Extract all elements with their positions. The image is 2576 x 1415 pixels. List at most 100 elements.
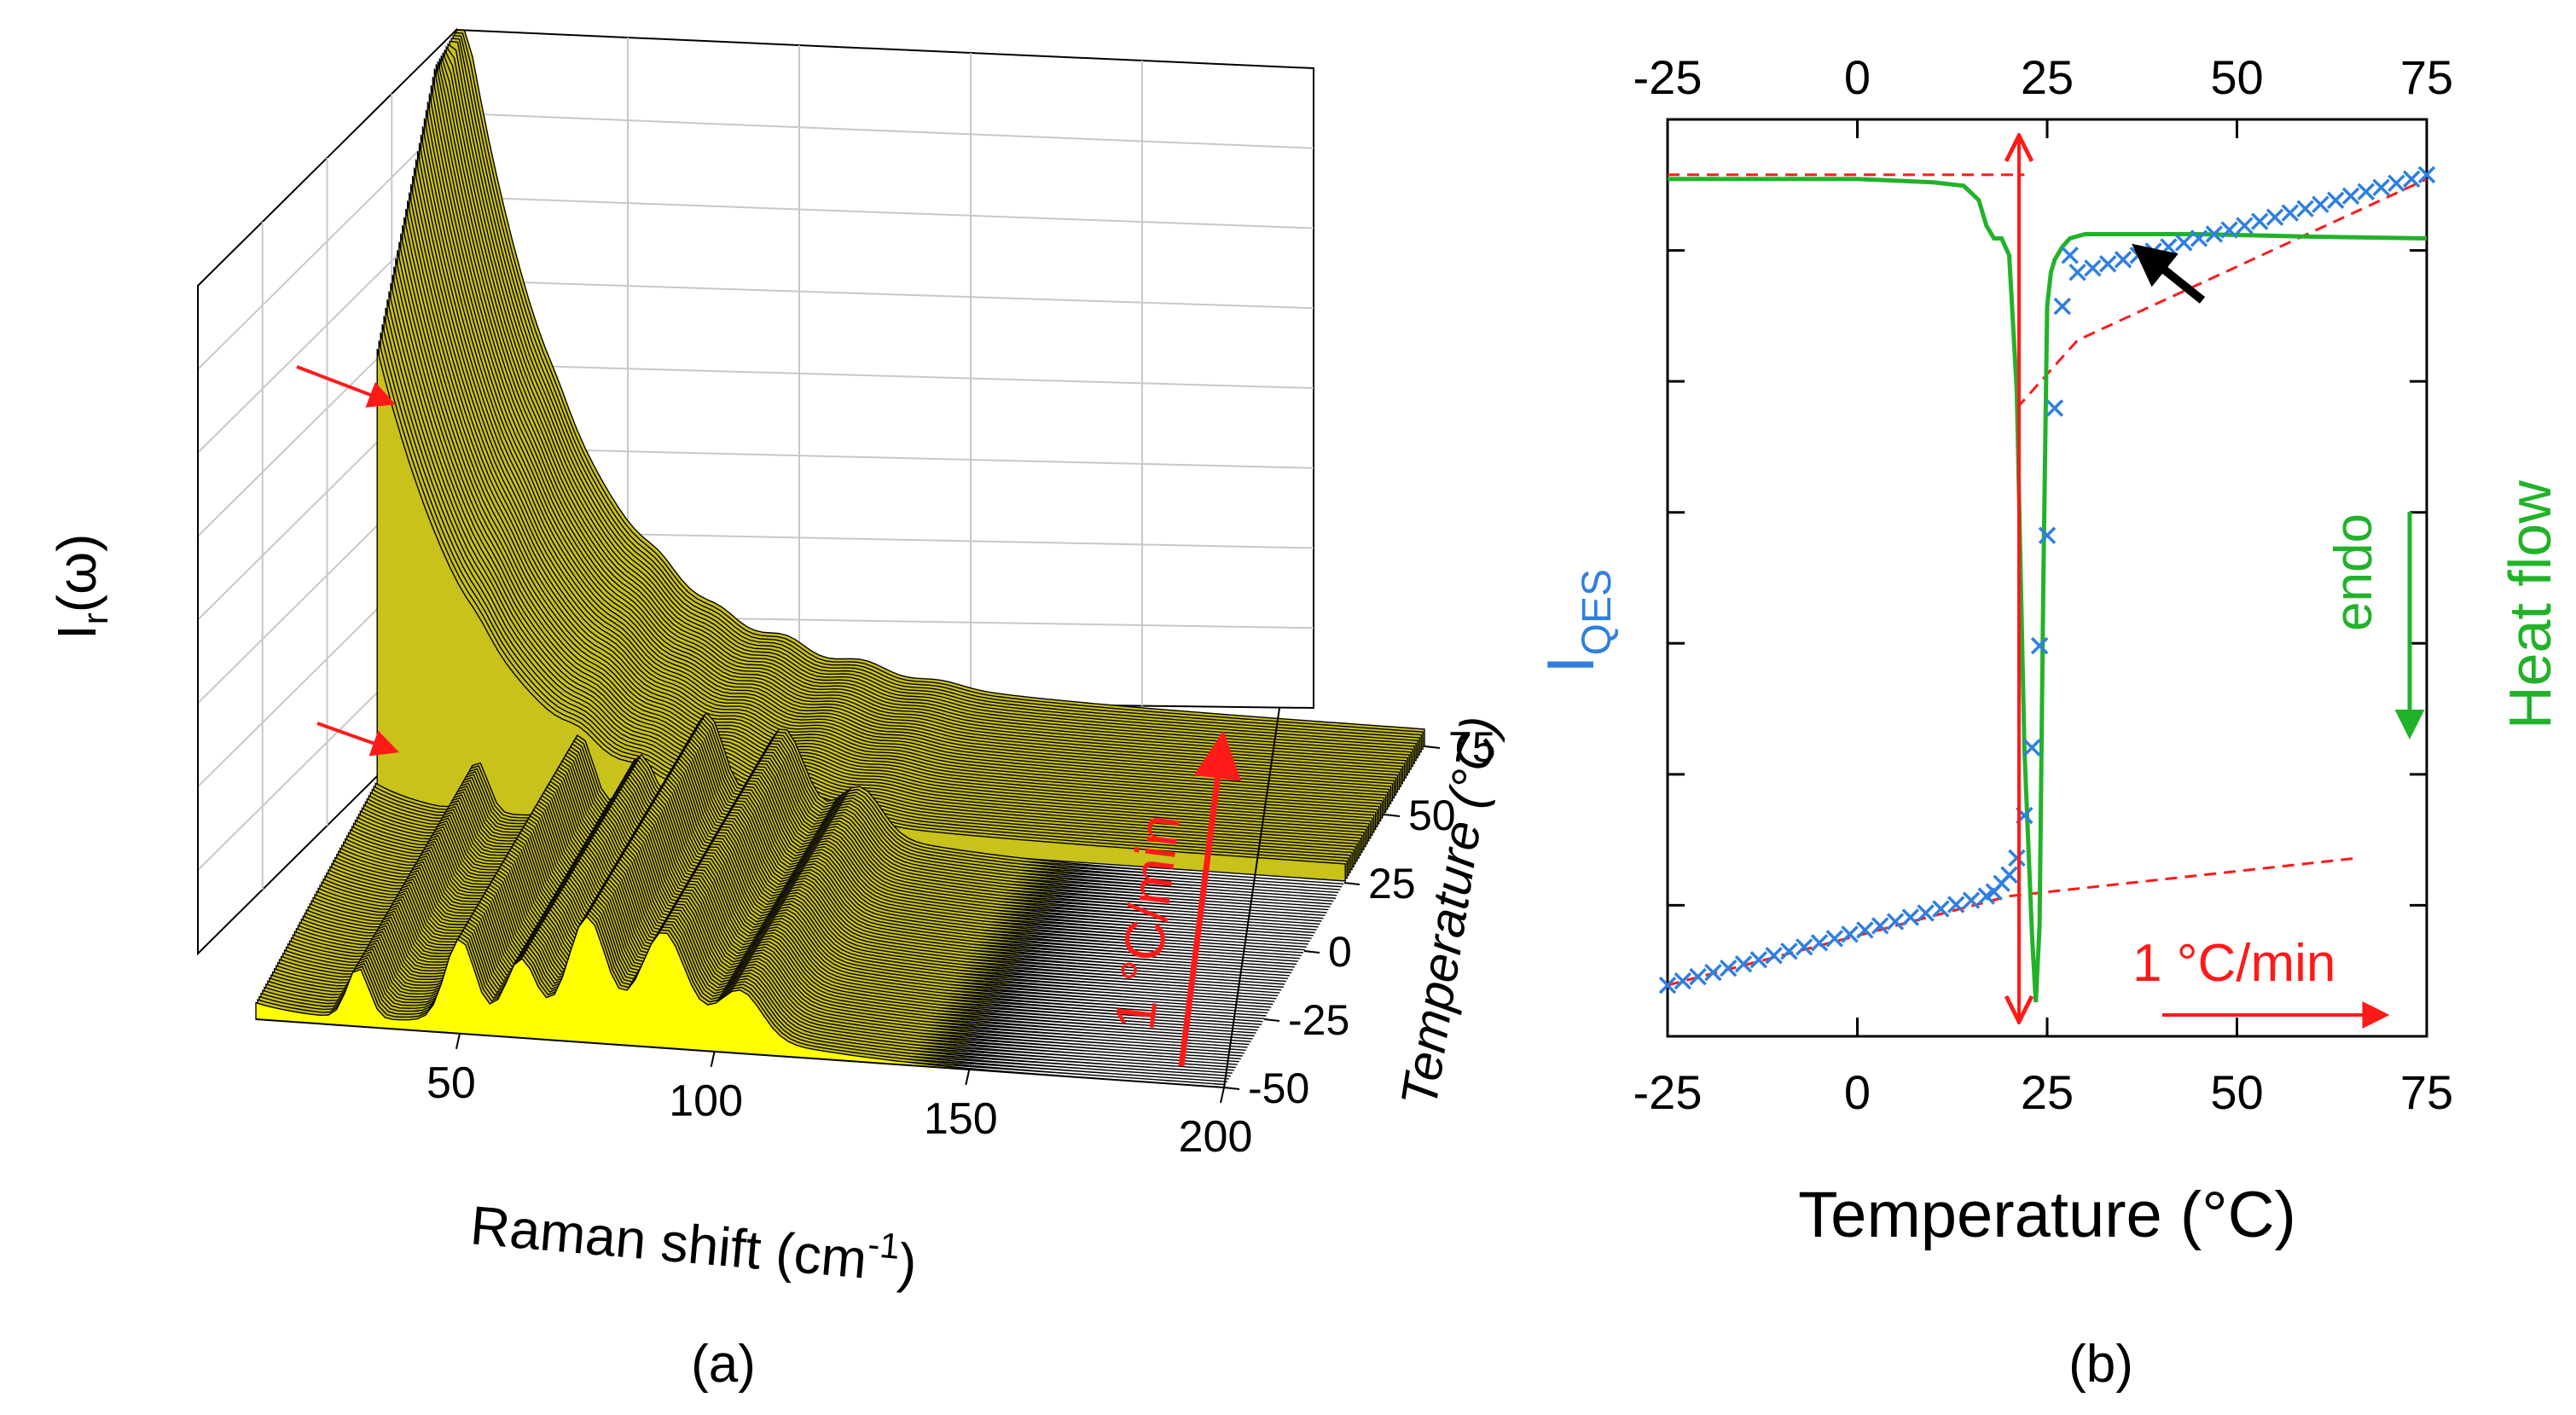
t-tick-label: -50 [1248,1064,1309,1112]
iqes-point [2008,849,2026,867]
iqes-point [2174,234,2193,252]
x-tick-label: 100 [669,1076,743,1126]
iqes-point [1825,930,1844,948]
grid-line [455,279,1314,310]
t-tick-mark [1223,1087,1240,1090]
t-tick-label: 25 [1368,860,1416,908]
spectrum-trace [397,250,1366,848]
t-tick-mark [1343,882,1361,885]
iqes-label: IQES [1533,569,1620,674]
iqes-point [2312,195,2329,213]
temperature-ticks: 75 50 25 0 -25 -50 [1223,723,1496,1112]
iqes-point [1749,951,1768,969]
panel-label-b: (b) [2068,1335,2133,1394]
x-tick-label: -25 [1633,1065,1703,1119]
x-tick-mark [710,1051,716,1068]
x-tick-label-top: -25 [1633,50,1703,104]
iqes-point [1962,891,1981,909]
grid-line [455,195,1314,229]
iqes-point [1795,938,1813,956]
iqes-point [2114,251,2132,269]
t-tick-label: 0 [1328,928,1352,976]
iqes-point [1689,967,1707,986]
iqes-point [1917,904,1935,922]
x-tick-label: 0 [1844,1065,1871,1119]
x-tick-mark [965,1069,971,1086]
iqes-point [2236,217,2254,235]
x-tick-label: 150 [924,1094,998,1144]
iqes-point [1719,959,1738,977]
t-tick-mark [1384,814,1401,817]
t-tick-mark [1424,745,1441,749]
heat-flow-label: Heat flow [2497,480,2563,729]
heat-flow-curve [1668,177,2428,1003]
iqes-point [1886,913,1905,931]
iqes-point [2061,246,2079,264]
peak-marker-arrow-lower [316,722,400,757]
iqes-point [2022,739,2041,757]
x-label-sup: -1 [867,1224,902,1267]
x-tick-label-top: 50 [2210,50,2263,104]
temperature-axis-line [1223,707,1280,1088]
x-tick-mark [1220,1087,1225,1104]
iqes-point [1765,947,1783,965]
t-tick-label: 75 [1448,723,1496,771]
iqes-point [1780,942,1798,960]
front-axis-line [255,1018,1225,1088]
iqes-sub: QES [1575,569,1620,655]
t-tick-mark [1263,1018,1280,1022]
y-axis-label-a: Ir(ω) [46,534,115,640]
x-tick-label-top: 0 [1844,50,1871,104]
iqes-point [2000,866,2018,884]
grid-line [455,112,1314,149]
x-tick-label: 200 [1179,1112,1253,1162]
iqes-point [2084,259,2102,277]
heat-flow-ticks-right [1668,249,2427,907]
iqes-point [2417,165,2436,184]
iqes-point [1734,954,1753,973]
iqes-point [2160,238,2178,256]
fit-line-dashed [2016,177,2428,409]
t-tick-label: 50 [1408,792,1456,839]
plot-frame-b [1666,118,2428,1038]
iqes-point [2190,229,2208,247]
y-label-rest: (ω) [46,534,107,613]
spectrum-trace [400,233,1370,842]
iqes-point [1658,976,1677,995]
iqes-point [2296,200,2314,217]
x-axis-label-b: Temperature (°C) [1798,1179,2296,1251]
heating-rate-arrow-a [1178,730,1242,1067]
iqes-point [1841,925,1859,943]
iqes-point [2068,264,2086,281]
iqes-point [2053,297,2072,316]
t-tick-label: -25 [1288,996,1349,1044]
iqes-point [2326,191,2345,209]
heating-rate-label-b: 1 °C/min [2132,934,2335,993]
x-tick-mark [455,1033,461,1050]
direction-arrow [2132,243,2206,304]
x-tick-label: 75 [2400,1065,2453,1119]
iqes-point [2266,208,2284,226]
iqes-point [1856,921,1874,939]
temperature-ticks-b: -25 -25 0 0 25 25 50 50 75 75 [1633,50,2454,1119]
iqes-main: I [1533,655,1608,674]
y-label-main: I [46,624,107,640]
iqes-point [2387,174,2405,193]
x-tick-label-top: 75 [2400,50,2453,104]
peak-marker-arrow-upper [296,365,396,408]
iqes-point [2098,255,2117,273]
spectra-surface [255,29,1425,1088]
iqes-point [2341,187,2360,205]
iqes-point [1947,896,1965,913]
iqes-point [1871,917,1889,935]
x-tick-label-top: 25 [2021,50,2074,104]
x-tick-label: 50 [426,1058,476,1108]
iqes-point [2038,526,2057,544]
t-tick-mark [1303,950,1320,954]
grid-line [455,362,1314,389]
panel-label-a: (a) [691,1335,756,1394]
grid-line [455,446,1314,469]
spectrum-trace [402,225,1372,839]
x-tick-label: 50 [2210,1065,2263,1119]
